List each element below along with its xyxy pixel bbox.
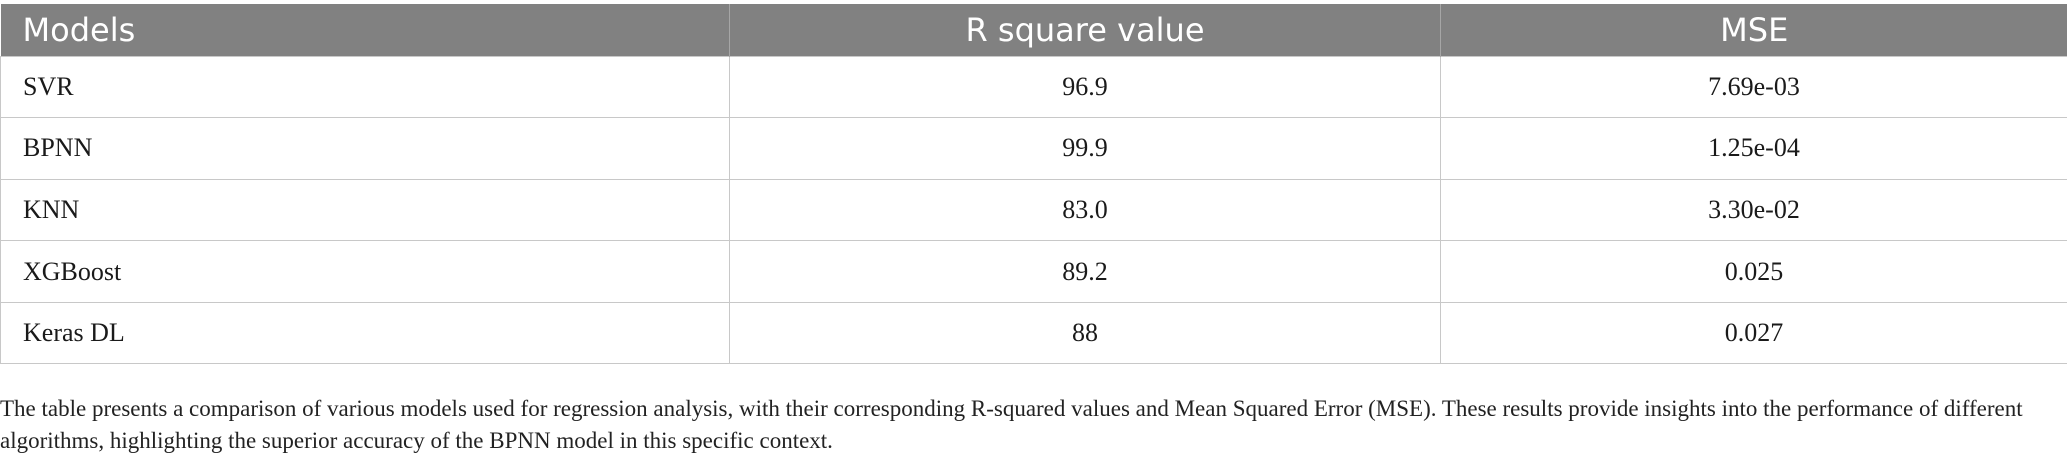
cell-model: SVR: [0, 55, 730, 118]
header-r-square: R square value: [729, 4, 1441, 56]
table-row: Keras DL 88 0.027: [0, 301, 2067, 365]
cell-r-square: 99.9: [729, 117, 1441, 180]
cell-mse: 0.027: [1440, 301, 2067, 365]
cell-mse: 7.69e-03: [1440, 55, 2067, 118]
model-comparison-table: Models R square value MSE SVR 96.9 7.69e…: [0, 4, 2067, 365]
cell-model: KNN: [0, 178, 730, 241]
cell-r-square: 89.2: [729, 240, 1441, 303]
cell-model: BPNN: [0, 117, 730, 180]
results-table-container: Models R square value MSE SVR 96.9 7.69e…: [0, 4, 2067, 365]
table-row: BPNN 99.9 1.25e-04: [0, 117, 2067, 180]
cell-mse: 0.025: [1440, 240, 2067, 303]
cell-model: XGBoost: [0, 240, 730, 303]
cell-r-square: 96.9: [729, 55, 1441, 118]
cell-mse: 1.25e-04: [1440, 117, 2067, 180]
header-models: Models: [22, 10, 136, 49]
cell-r-square: 88: [729, 301, 1441, 365]
cell-r-square: 83.0: [729, 178, 1441, 241]
cell-model: Keras DL: [0, 301, 730, 365]
cell-mse: 3.30e-02: [1440, 178, 2067, 241]
header-mse: MSE: [1440, 4, 2067, 56]
table-header-row: Models R square value MSE: [0, 4, 2067, 56]
table-row: KNN 83.0 3.30e-02: [0, 178, 2067, 241]
table-caption: The table presents a comparison of vario…: [0, 396, 2023, 453]
table-row: SVR 96.9 7.69e-03: [0, 55, 2067, 118]
table-row: XGBoost 89.2 0.025: [0, 240, 2067, 303]
